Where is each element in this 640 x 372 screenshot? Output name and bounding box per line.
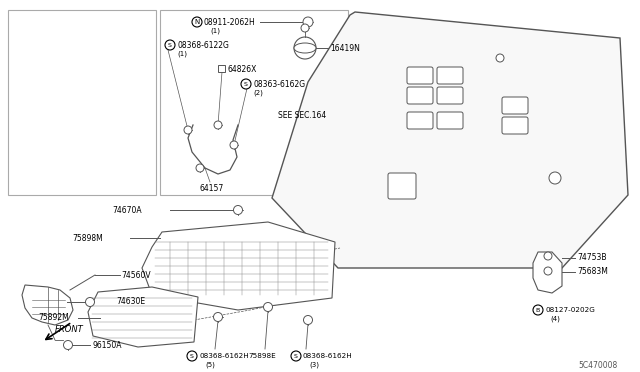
Text: 08368-6162H: 08368-6162H bbox=[199, 353, 249, 359]
Polygon shape bbox=[22, 285, 73, 325]
Text: N: N bbox=[195, 19, 200, 25]
Text: 74670A: 74670A bbox=[112, 205, 141, 215]
Circle shape bbox=[86, 298, 95, 307]
Text: SEE SEC.164: SEE SEC.164 bbox=[278, 110, 326, 119]
Text: B: B bbox=[536, 308, 540, 312]
FancyBboxPatch shape bbox=[502, 117, 528, 134]
Circle shape bbox=[533, 305, 543, 315]
Text: 64157: 64157 bbox=[200, 183, 224, 192]
FancyBboxPatch shape bbox=[437, 67, 463, 84]
FancyBboxPatch shape bbox=[407, 87, 433, 104]
Text: 08127-0202G: 08127-0202G bbox=[546, 307, 596, 313]
Circle shape bbox=[301, 24, 309, 32]
Text: 74560V: 74560V bbox=[121, 270, 150, 279]
FancyBboxPatch shape bbox=[502, 97, 528, 114]
Text: (5): (5) bbox=[205, 362, 215, 368]
Text: (1): (1) bbox=[210, 28, 220, 34]
Text: 08363-6162G: 08363-6162G bbox=[253, 80, 305, 89]
Circle shape bbox=[234, 205, 243, 215]
Text: 74630E: 74630E bbox=[116, 298, 145, 307]
Circle shape bbox=[241, 79, 251, 89]
Circle shape bbox=[264, 302, 273, 311]
Text: 08368-6122G: 08368-6122G bbox=[177, 41, 229, 49]
Text: 75683M: 75683M bbox=[577, 267, 608, 276]
Text: (2): (2) bbox=[253, 90, 263, 96]
Bar bbox=[160, 10, 348, 195]
FancyBboxPatch shape bbox=[437, 87, 463, 104]
Text: (3): (3) bbox=[309, 362, 319, 368]
Bar bbox=[8, 10, 156, 195]
Text: 75898M: 75898M bbox=[72, 234, 103, 243]
FancyBboxPatch shape bbox=[437, 112, 463, 129]
Polygon shape bbox=[88, 287, 198, 347]
Text: 08368-6162H: 08368-6162H bbox=[303, 353, 353, 359]
Text: 74753B: 74753B bbox=[577, 253, 607, 263]
Text: 64826X: 64826X bbox=[228, 64, 257, 74]
Text: 16419N: 16419N bbox=[330, 44, 360, 52]
Circle shape bbox=[294, 37, 316, 59]
Text: 75892M: 75892M bbox=[38, 314, 68, 323]
Polygon shape bbox=[533, 252, 562, 293]
Circle shape bbox=[496, 54, 504, 62]
FancyBboxPatch shape bbox=[388, 173, 416, 199]
Text: 75898E: 75898E bbox=[248, 353, 276, 359]
Circle shape bbox=[291, 351, 301, 361]
Text: S: S bbox=[168, 42, 172, 48]
Circle shape bbox=[214, 121, 222, 129]
Circle shape bbox=[544, 252, 552, 260]
Circle shape bbox=[184, 126, 192, 134]
Text: 08911-2062H: 08911-2062H bbox=[204, 17, 256, 26]
Circle shape bbox=[303, 315, 312, 324]
Circle shape bbox=[165, 40, 175, 50]
Bar bbox=[218, 65, 225, 72]
Circle shape bbox=[303, 17, 313, 27]
Text: S: S bbox=[244, 81, 248, 87]
FancyBboxPatch shape bbox=[407, 67, 433, 84]
Circle shape bbox=[214, 312, 223, 321]
Text: 5C470008: 5C470008 bbox=[578, 362, 617, 371]
FancyBboxPatch shape bbox=[407, 112, 433, 129]
Text: FRONT: FRONT bbox=[55, 326, 84, 334]
Circle shape bbox=[187, 351, 197, 361]
Polygon shape bbox=[272, 12, 628, 268]
Circle shape bbox=[549, 172, 561, 184]
Text: S: S bbox=[294, 353, 298, 359]
Text: (4): (4) bbox=[550, 316, 560, 322]
Circle shape bbox=[544, 267, 552, 275]
Ellipse shape bbox=[294, 43, 316, 53]
Polygon shape bbox=[142, 222, 335, 310]
Text: (1): (1) bbox=[177, 51, 187, 57]
Text: 96150A: 96150A bbox=[92, 340, 122, 350]
Circle shape bbox=[63, 340, 72, 350]
Text: S: S bbox=[190, 353, 194, 359]
Circle shape bbox=[196, 164, 204, 172]
Circle shape bbox=[230, 141, 238, 149]
Circle shape bbox=[192, 17, 202, 27]
